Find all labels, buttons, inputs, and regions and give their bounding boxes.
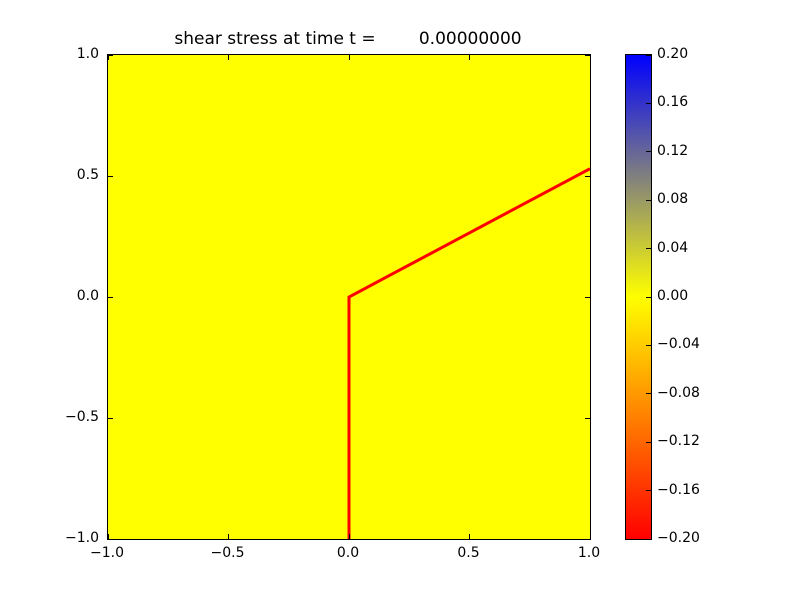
colorbar-tick [646, 102, 651, 104]
x-tick-bottom [348, 534, 350, 539]
colorbar-tick [646, 538, 651, 540]
y-tick-left [108, 417, 113, 419]
x-tick-top [228, 55, 229, 60]
y-tick-label: 0.5 [76, 167, 99, 183]
y-tick-right [585, 296, 590, 298]
x-tick-top [589, 55, 591, 60]
y-tick-right [585, 538, 590, 540]
plot-area [107, 54, 591, 540]
colorbar-tick-label: 0.12 [657, 142, 689, 159]
fault-line [347, 167, 590, 539]
colorbar-tick-label: −0.12 [657, 433, 700, 450]
colorbar-tick-label: 0.20 [657, 46, 689, 62]
x-tick-label: 0.5 [457, 545, 480, 561]
colorbar-tick [646, 248, 651, 250]
colorbar-tick [646, 54, 651, 56]
colorbar-tick [646, 490, 651, 492]
fault-line-svg [347, 167, 590, 539]
colorbar-tick [646, 441, 651, 443]
colorbar-tick [646, 199, 651, 201]
colorbar-tick [646, 344, 651, 346]
y-tick-label: 0.0 [76, 288, 99, 304]
colorbar-tick [646, 296, 651, 298]
colorbar-tick-label: 0.04 [657, 239, 689, 256]
colorbar-tick-label: −0.08 [657, 384, 700, 401]
y-tick-label: −1.0 [65, 530, 99, 546]
x-tick-label: 0.0 [336, 545, 360, 561]
y-tick-label: −0.5 [65, 409, 99, 425]
colorbar-tick [646, 151, 651, 153]
colorbar-tick-label: 0.00 [657, 288, 689, 304]
y-tick-left [108, 296, 113, 298]
x-tick-bottom [469, 534, 470, 539]
x-tick-bottom [589, 534, 591, 539]
y-tick-left [108, 538, 113, 540]
y-tick-right [585, 175, 590, 177]
x-tick-label: −0.5 [210, 545, 245, 561]
plot-title: shear stress at time t = 0.00000000 [174, 29, 522, 49]
y-tick-right [585, 54, 590, 56]
colorbar-tick-label: −0.20 [657, 530, 700, 546]
colorbar-tick-label: −0.04 [657, 336, 700, 353]
y-tick-right [585, 417, 590, 419]
x-tick-label: −1.0 [90, 545, 124, 561]
y-tick-label: 1.0 [76, 46, 99, 62]
x-tick-bottom [107, 534, 109, 539]
x-tick-label: 1.0 [577, 545, 601, 561]
x-tick-top [348, 55, 350, 60]
colorbar-tick-label: 0.16 [657, 94, 689, 111]
colorbar [625, 54, 652, 540]
colorbar-tick [646, 393, 651, 395]
x-tick-top [469, 55, 470, 60]
y-tick-left [108, 175, 113, 177]
colorbar-tick-label: 0.08 [657, 191, 689, 208]
colorbar-tick-label: −0.16 [657, 481, 700, 498]
y-tick-left [108, 54, 113, 56]
x-tick-bottom [228, 534, 229, 539]
x-tick-top [107, 55, 109, 60]
